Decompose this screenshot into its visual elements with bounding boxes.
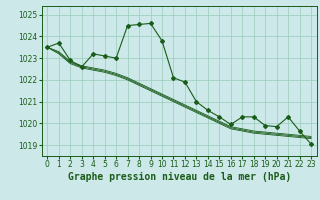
X-axis label: Graphe pression niveau de la mer (hPa): Graphe pression niveau de la mer (hPa) [68, 172, 291, 182]
